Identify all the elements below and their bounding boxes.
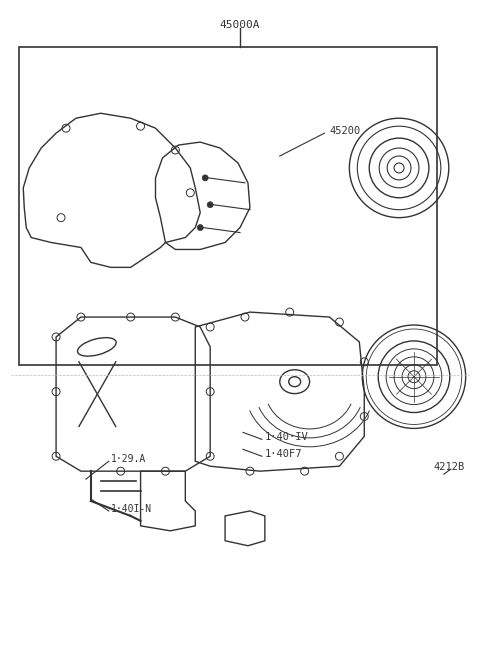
Text: 1·40I-N: 1·40I-N — [111, 504, 152, 514]
Bar — [19, 47, 437, 365]
Text: 45000A: 45000A — [220, 20, 260, 30]
Circle shape — [202, 175, 208, 181]
Text: 45200: 45200 — [329, 126, 361, 136]
Text: 4212B: 4212B — [434, 462, 465, 472]
Text: 1·29.A: 1·29.A — [111, 454, 146, 464]
Text: 1·40F7: 1·40F7 — [265, 449, 302, 459]
Circle shape — [197, 225, 203, 231]
Circle shape — [207, 202, 213, 208]
Text: 1·40·IV: 1·40·IV — [265, 432, 309, 442]
